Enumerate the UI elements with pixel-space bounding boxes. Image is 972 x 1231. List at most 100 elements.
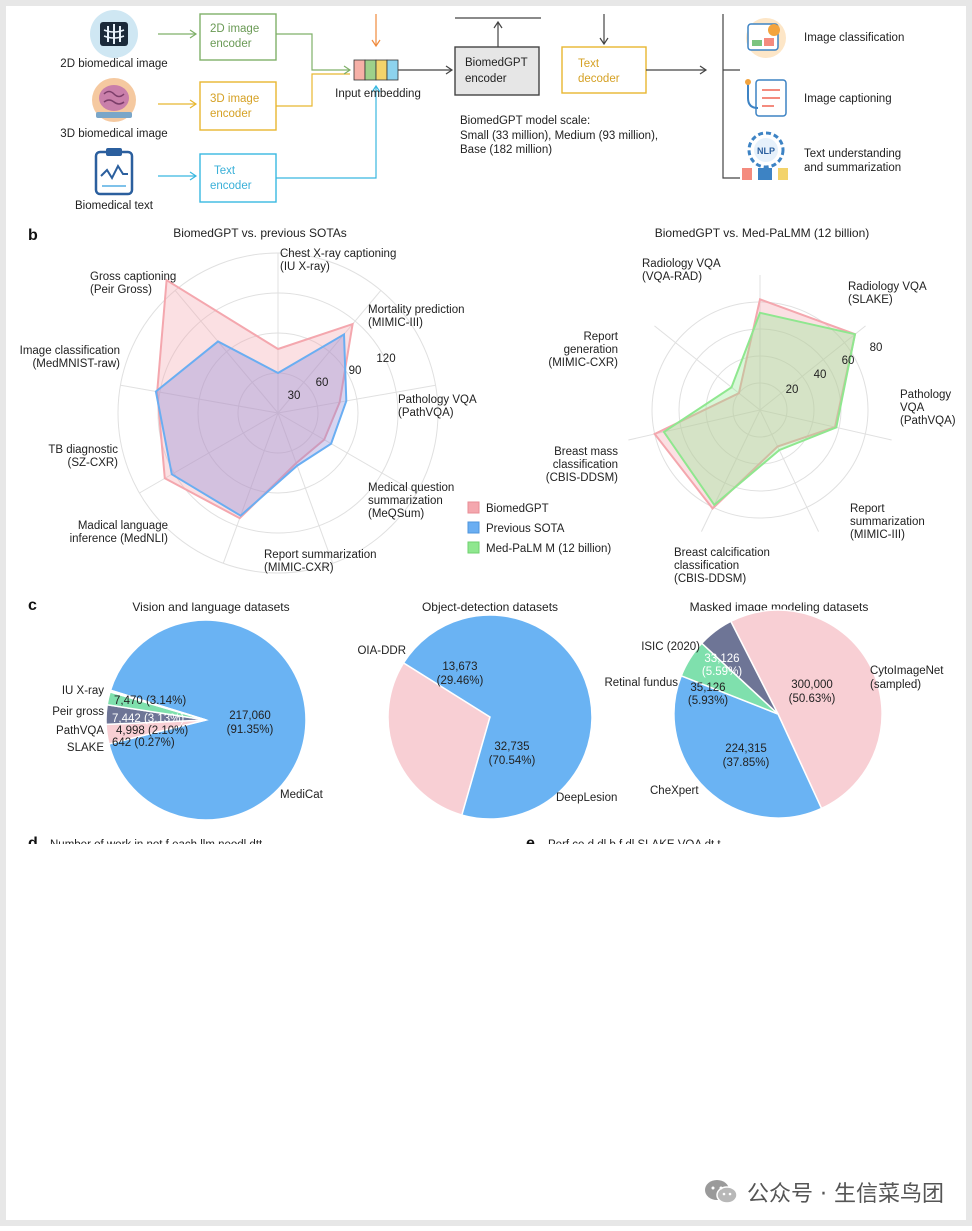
radar-right-axis-label: Radiology VQA(SLAKE) <box>848 281 927 306</box>
pie-detection <box>388 615 592 819</box>
radar-legend: BiomedGPT Previous SOTA Med-PaLM M (12 b… <box>468 502 611 555</box>
input-label-3d: 3D biomedical image <box>60 128 167 140</box>
pie-masked-label-cyto-line2: (sampled) <box>870 679 921 691</box>
pie-vision-label-slake: SLAKE <box>67 742 104 754</box>
radar-left: 30 60 90 120 Chest X-ray captioning(IU X-ray… <box>20 248 477 574</box>
pie-detection-value-oia-line1: 13,673 <box>442 661 477 673</box>
model-line1: BiomedGPT <box>465 57 528 69</box>
panel-b-letter: b <box>28 227 38 244</box>
panel-e-title: Perf ce d dl b f dl SLAKE VQA dt t <box>548 839 721 851</box>
xray-icon <box>90 10 138 58</box>
panel-c-letter: c <box>28 597 37 614</box>
pie-masked <box>674 610 882 818</box>
pie-detection-value-oia-line2: (29.46%) <box>437 675 484 687</box>
encoder-3d-line1: 3D image <box>210 93 259 105</box>
encoder-text-line2: encoder <box>210 180 252 192</box>
encoder-2d-line1: 2D image <box>210 23 259 35</box>
input-label-2d: 2D biomedical image <box>60 58 167 70</box>
radar-left-axis-label: Pathology VQA(PathVQA) <box>398 394 477 419</box>
radar-left-axis-label: TB diagnostic(SZ-CXR) <box>48 444 118 469</box>
encoder-2d-box <box>200 14 276 60</box>
pie-masked-value-isic-line2: (5.59%) <box>702 666 742 678</box>
legend-swatch-medpalm <box>468 542 479 553</box>
pie-detection-label-oia: OIA-DDR <box>357 645 406 657</box>
pie-vision-title: Vision and language datasets <box>132 600 289 614</box>
radar-left-tick-label: 30 <box>288 390 301 402</box>
radar-left-tick-label: 90 <box>349 365 362 377</box>
output-label-captioning: Image captioning <box>804 93 892 105</box>
pie-detection-label-deeplesion: DeepLesion <box>556 792 617 804</box>
wechat-icon <box>703 1178 739 1206</box>
legend-label-medpalm: Med-PaLM M (12 billion) <box>486 543 611 555</box>
pie-detection-title: Object-detection datasets <box>422 600 558 614</box>
panel-de-partial: d Number of work in not f each llm neodl… <box>28 835 721 852</box>
pie-masked-value-retinal-line2: (5.93%) <box>688 695 728 707</box>
output-label-text-line1: Text understanding <box>804 148 901 160</box>
pie-vision-value-pathvqa: 4,998 (2.10%) <box>116 725 188 737</box>
pie-detection-value-deep-line2: (70.54%) <box>489 755 536 767</box>
watermark-text: 公众号 · 生信菜鸟团 <box>747 1176 944 1208</box>
pie-vision-value-peir: 7,442 (3.13%) <box>112 713 184 725</box>
clipboard-icon <box>96 148 132 194</box>
panel-d-title: Number of work in not f each llm neodl d… <box>50 839 263 851</box>
radar-left-axis-label: Mortality prediction(MIMIC-III) <box>368 304 465 329</box>
nlp-badge: NLP <box>757 146 775 156</box>
panel-d-letter: d <box>28 835 38 852</box>
radar-right-tick-label: 80 <box>870 342 883 354</box>
pie-masked-label-cyto-line1: CytoImageNet <box>870 665 944 677</box>
stethoscope-icon <box>745 79 786 116</box>
radar-right-tick-label: 40 <box>814 369 827 381</box>
legend-swatch-biomedgpt <box>468 502 479 513</box>
pie-vision-label-pathvqa: PathVQA <box>56 725 104 737</box>
pie-vision-label-iu: IU X-ray <box>62 685 104 697</box>
output-label-text-line2: and summarization <box>804 162 901 174</box>
pie-detection-value-deep-line1: 32,735 <box>494 741 529 753</box>
decoder-box <box>562 47 646 93</box>
radar-left-title: BiomedGPT vs. previous SOTAs <box>173 226 347 240</box>
radar-left-axis-label: Chest X-ray captioning(IU X-ray) <box>280 248 396 273</box>
pie-masked-label-retinal: Retinal fundus <box>604 677 678 689</box>
output-label-classification: Image classification <box>804 32 904 44</box>
radar-right-tick-label: 20 <box>786 384 799 396</box>
pie-vision-value-slake: 642 (0.27%) <box>112 737 175 749</box>
scale-line1: Small (33 million), Medium (93 million), <box>460 130 658 142</box>
scale-line2: Base (182 million) <box>460 144 552 156</box>
decoder-line2: decoder <box>578 73 620 85</box>
model-box <box>455 47 539 95</box>
encoder-3d-box <box>200 82 276 130</box>
scale-title: BiomedGPT model scale: <box>460 115 590 127</box>
radar-right-tick-label: 60 <box>842 355 855 367</box>
model-line2: encoder <box>465 73 507 85</box>
encoder-text-line1: Text <box>214 165 236 177</box>
input-embedding-block <box>354 60 398 80</box>
legend-label-biomedgpt: BiomedGPT <box>486 503 549 515</box>
radar-left-tick-label: 60 <box>316 377 329 389</box>
watermark: 公众号 · 生信菜鸟团 <box>703 1176 944 1208</box>
pie-masked-label-chexpert: CheXpert <box>650 785 699 797</box>
encoder-2d-line2: encoder <box>210 38 252 50</box>
encoder-text-box <box>200 154 276 202</box>
encoder-3d-line2: encoder <box>210 108 252 120</box>
panel-a: 2D biomedical image 3D biomedical image … <box>60 10 904 212</box>
decoder-line1: Text <box>578 58 600 70</box>
nlp-gear-icon: NLP <box>742 133 788 180</box>
pie-masked-value-cyto-line2: (50.63%) <box>789 693 836 705</box>
pie-masked-value-chexpert-line2: (37.85%) <box>723 757 770 769</box>
pie-vision-value-medicat-line1: 217,060 <box>229 710 271 722</box>
radar-left-tick-label: 120 <box>376 353 395 365</box>
pie-masked-value-isic-line1: 33,126 <box>704 653 739 665</box>
pie-masked-value-chexpert-line1: 224,315 <box>725 743 767 755</box>
input-embedding-label: Input embedding <box>335 88 421 100</box>
pie-masked-value-retinal-line1: 35,126 <box>690 682 725 694</box>
radar-left-axis-label: Image classification(MedMNIST-raw) <box>20 345 121 370</box>
